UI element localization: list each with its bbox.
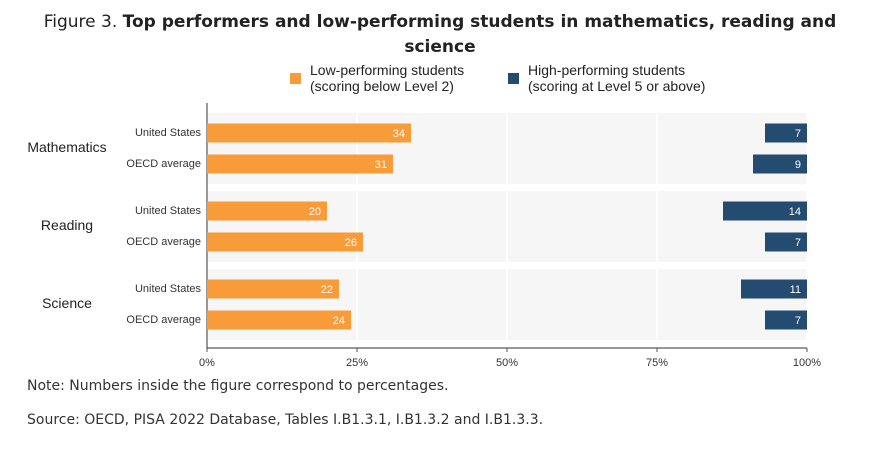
value-label: 14 <box>789 206 801 218</box>
bar <box>207 201 327 221</box>
group-label: Mathematics <box>27 139 106 155</box>
x-tick-label: 25% <box>346 357 368 369</box>
value-label: 7 <box>795 315 801 327</box>
value-label: 20 <box>309 206 321 218</box>
value-label: 11 <box>790 284 801 296</box>
x-tick-label: 75% <box>646 357 668 369</box>
value-label: 34 <box>393 128 405 140</box>
bar <box>741 279 807 299</box>
y-tick-label: OECD average <box>126 314 201 326</box>
note: Note: Numbers inside the figure correspo… <box>27 378 449 394</box>
value-label: 22 <box>321 284 333 296</box>
title-text: Top performers and low-performing studen… <box>122 12 837 57</box>
value-label: 26 <box>345 237 357 249</box>
bar <box>207 123 411 143</box>
legend-label: High-performing students (scoring at Leve… <box>528 62 705 94</box>
y-tick-label: OECD average <box>126 158 201 170</box>
figure-label: Figure 3. <box>43 12 118 32</box>
bar <box>765 232 807 252</box>
chart-title: Figure 3. Top performers and low-perform… <box>40 10 840 60</box>
bar <box>207 279 339 299</box>
y-tick-label: United States <box>135 283 202 295</box>
y-tick-label: United States <box>135 205 202 217</box>
bar <box>753 154 807 174</box>
value-label: 7 <box>795 237 801 249</box>
y-tick-label: United States <box>135 127 202 139</box>
value-label: 9 <box>795 159 801 171</box>
bar <box>207 310 351 330</box>
x-tick-label: 50% <box>496 357 518 369</box>
source: Source: OECD, PISA 2022 Database, Tables… <box>27 412 544 428</box>
legend-swatch <box>508 73 519 84</box>
legend-label: Low-performing students (scoring below Le… <box>310 62 464 94</box>
value-label: 31 <box>375 159 387 171</box>
y-tick-label: OECD average <box>126 236 201 248</box>
bar <box>723 201 807 221</box>
bar <box>765 310 807 330</box>
group-label: Reading <box>41 217 93 233</box>
x-tick-label: 0% <box>199 357 215 369</box>
legend-swatch <box>290 73 301 84</box>
x-tick-label: 100% <box>793 357 821 369</box>
bar <box>207 232 363 252</box>
bar <box>207 154 393 174</box>
bar <box>765 123 807 143</box>
value-label: 24 <box>333 315 345 327</box>
value-label: 7 <box>795 128 801 140</box>
group-label: Science <box>42 295 92 311</box>
